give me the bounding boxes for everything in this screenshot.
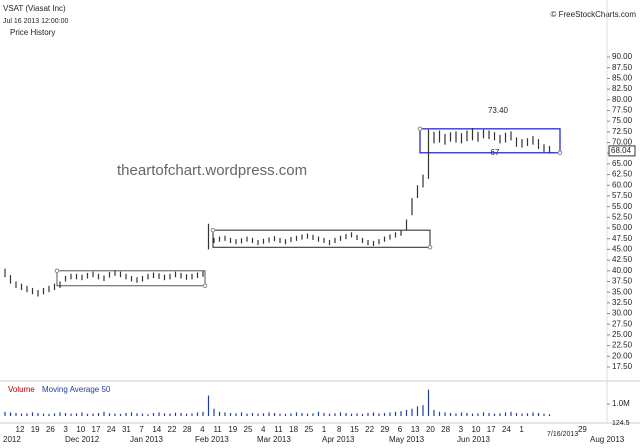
x-tick-label: 13 (411, 425, 420, 434)
range-handle (557, 150, 563, 156)
y-tick-label: 77.50 (612, 106, 633, 115)
month-label: Feb 2013 (195, 435, 229, 444)
range-box (56, 270, 206, 287)
month-label: 2012 (3, 435, 21, 444)
y-tick-label: 52.50 (612, 212, 633, 221)
x-tick-label: 11 (274, 425, 283, 434)
range-handle (54, 268, 60, 274)
y-tick-label: 20.00 (612, 351, 633, 360)
volume-legend: Volume (8, 385, 35, 394)
y-tick-label: 57.50 (612, 191, 633, 200)
y-tick-label: 45.00 (612, 245, 633, 254)
y-tick-label: 27.50 (612, 319, 633, 328)
last-price-box (608, 145, 636, 157)
range-box (212, 229, 431, 248)
last-price-label: 68.04 (611, 146, 632, 155)
month-label: May 2013 (389, 435, 425, 444)
x-tick-label: 25 (304, 425, 313, 434)
range-box (419, 128, 561, 154)
y-tick-label: 70.00 (612, 138, 633, 147)
y-tick-label: 22.50 (612, 341, 633, 350)
x-tick-label: 20 (426, 425, 435, 434)
month-label: Aug 2013 (590, 435, 625, 444)
y-tick-label: 35.00 (612, 287, 633, 296)
month-label: Apr 2013 (322, 435, 355, 444)
volume-readout: 124.5 (612, 420, 630, 427)
y-tick-label: 55.00 (612, 202, 633, 211)
x-tick-label: 24 (502, 425, 511, 434)
y-tick-label: 47.50 (612, 234, 633, 243)
x-tick-label: 11 (213, 425, 222, 434)
x-tick-label: 26 (46, 425, 55, 434)
month-label: 7/16/2013 (547, 431, 578, 438)
panel-label: Price History (10, 28, 55, 37)
y-tick-label: 75.00 (612, 116, 633, 125)
chart-title: VSAT (Viasat Inc) (3, 4, 66, 13)
volume-tick-label: 1.0M (612, 399, 630, 408)
y-tick-label: 72.50 (612, 127, 633, 136)
x-tick-label: 29 (380, 425, 389, 434)
x-tick-label: 31 (122, 425, 131, 434)
x-tick-label: 7 (139, 425, 144, 434)
y-tick-label: 30.00 (612, 309, 633, 318)
range-handle (427, 244, 433, 250)
y-tick-label: 62.50 (612, 170, 633, 179)
ma-legend: Moving Average 50 (42, 385, 111, 394)
x-tick-label: 14 (152, 425, 161, 434)
x-tick-label: 18 (289, 425, 298, 434)
y-tick-label: 85.00 (612, 73, 633, 82)
x-tick-label: 28 (441, 425, 450, 434)
y-tick-label: 25.00 (612, 330, 633, 339)
x-tick-label: 1 (322, 425, 327, 434)
x-tick-label: 22 (365, 425, 374, 434)
y-tick-label: 60.00 (612, 180, 633, 189)
y-tick-label: 90.00 (612, 52, 633, 61)
watermark: theartofchart.wordpress.com (117, 162, 307, 179)
y-tick-label: 65.00 (612, 159, 633, 168)
x-tick-label: 24 (107, 425, 116, 434)
x-tick-label: 22 (168, 425, 177, 434)
y-tick-label: 50.00 (612, 223, 633, 232)
y-tick-label: 37.50 (612, 277, 633, 286)
x-tick-label: 29 (578, 425, 587, 434)
x-tick-label: 17 (487, 425, 496, 434)
month-label: Mar 2013 (257, 435, 291, 444)
y-tick-label: 17.50 (612, 362, 633, 371)
month-label: Jun 2013 (457, 435, 490, 444)
range-handle (202, 283, 208, 289)
month-label: Jan 2013 (130, 435, 163, 444)
range-handle (417, 126, 423, 132)
x-tick-label: 12 (16, 425, 25, 434)
x-tick-label: 4 (261, 425, 266, 434)
y-tick-label: 32.50 (612, 298, 633, 307)
credit: © FreeStockCharts.com (551, 10, 637, 19)
x-tick-label: 3 (63, 425, 68, 434)
y-tick-label: 87.50 (612, 63, 633, 72)
x-tick-label: 4 (200, 425, 205, 434)
x-tick-label: 25 (244, 425, 253, 434)
y-tick-label: 80.00 (612, 95, 633, 104)
x-tick-label: 17 (92, 425, 101, 434)
y-tick-label: 40.00 (612, 266, 633, 275)
x-tick-label: 15 (350, 425, 359, 434)
x-tick-label: 3 (459, 425, 464, 434)
range-handle (210, 227, 216, 233)
y-tick-label: 42.50 (612, 255, 633, 264)
x-tick-label: 28 (183, 425, 192, 434)
x-tick-label: 19 (228, 425, 237, 434)
x-tick-label: 6 (398, 425, 403, 434)
timestamp: Jul 16 2013 12:00:00 (3, 18, 68, 25)
x-tick-label: 10 (472, 425, 481, 434)
annotation: 73.40 (488, 106, 509, 115)
x-tick-label: 8 (337, 425, 342, 434)
month-label: Dec 2012 (65, 435, 100, 444)
y-tick-label: 82.50 (612, 84, 633, 93)
x-tick-label: 10 (76, 425, 85, 434)
x-tick-label: 19 (31, 425, 40, 434)
x-tick-label: 1 (519, 425, 524, 434)
